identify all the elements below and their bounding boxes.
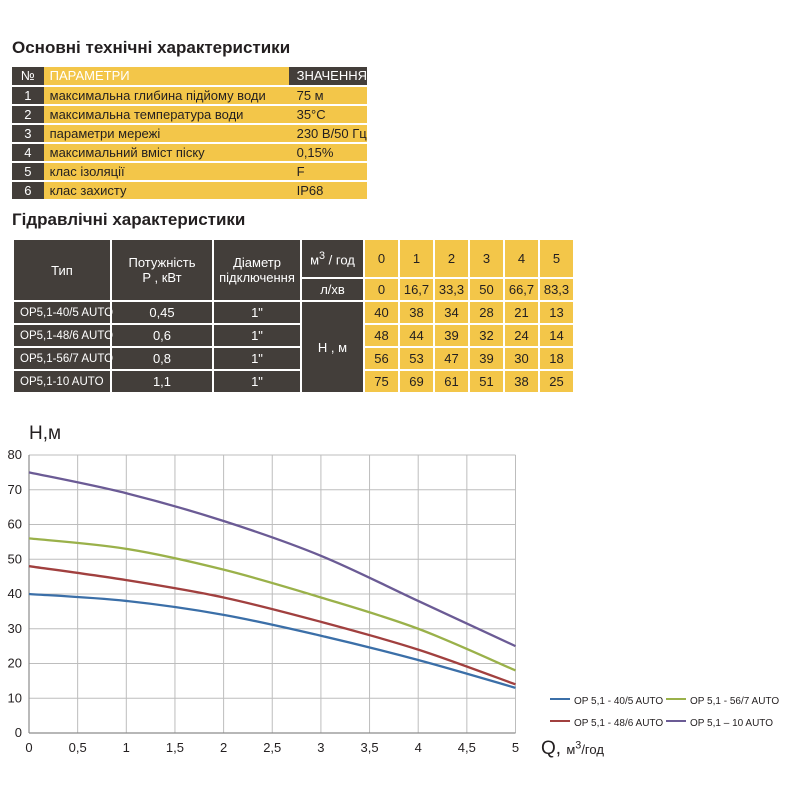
svg-text:5: 5 <box>512 740 519 755</box>
svg-text:0: 0 <box>15 725 22 740</box>
svg-text:4: 4 <box>415 740 422 755</box>
svg-text:3: 3 <box>317 740 324 755</box>
svg-text:1,5: 1,5 <box>166 740 184 755</box>
svg-text:20: 20 <box>8 656 22 671</box>
svg-text:30: 30 <box>8 621 22 636</box>
svg-text:0,5: 0,5 <box>69 740 87 755</box>
svg-text:40: 40 <box>8 586 22 601</box>
svg-text:4,5: 4,5 <box>458 740 476 755</box>
svg-text:50: 50 <box>8 551 22 566</box>
svg-text:0: 0 <box>25 740 32 755</box>
svg-text:80: 80 <box>8 447 22 462</box>
svg-text:10: 10 <box>8 690 22 705</box>
svg-text:1: 1 <box>123 740 130 755</box>
svg-text:2: 2 <box>220 740 227 755</box>
svg-text:60: 60 <box>8 517 22 532</box>
svg-text:70: 70 <box>8 482 22 497</box>
svg-text:3,5: 3,5 <box>361 740 379 755</box>
svg-text:2,5: 2,5 <box>263 740 281 755</box>
